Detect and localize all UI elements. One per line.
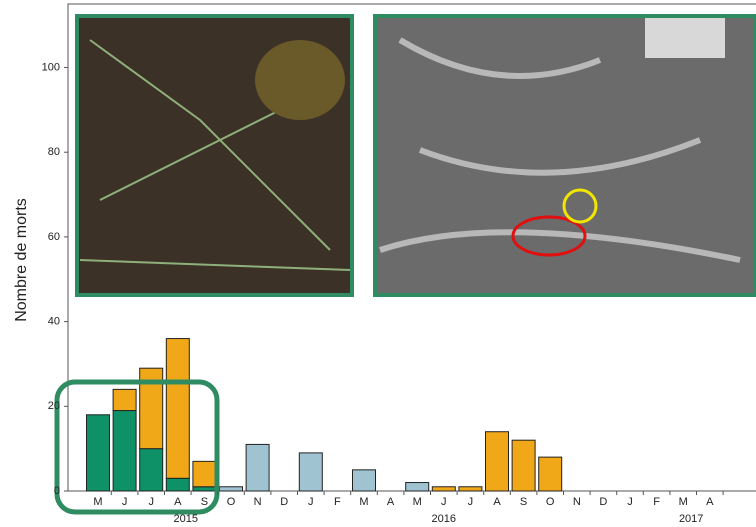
x-tick-label: J [308,496,314,508]
bar-segment [298,452,323,492]
x-tick-label: J [441,496,447,508]
highlight-box [54,379,220,515]
photo-right [373,14,756,297]
x-tick-label: F [653,496,660,508]
x-tick-label: D [280,496,288,508]
y-tick-label: 100 [42,61,60,73]
x-tick-label: O [227,496,236,508]
y-axis-label: Nombre de morts [13,198,30,322]
y-tick-label: 60 [48,231,60,243]
y-tick-label: 20 [48,400,60,412]
bar-segment [112,388,137,412]
x-tick-label: M [413,496,422,508]
x-tick-label: J [148,496,154,508]
bar-segment [485,431,509,492]
x-tick-label: A [174,496,182,508]
x-tick-label: S [201,496,208,508]
bar-segment [192,486,217,492]
x-tick-label: N [254,496,262,508]
x-tick-label: S [520,496,527,508]
bar-segment [112,410,137,492]
x-tick-label: D [599,496,607,508]
x-tick-label: J [468,496,474,508]
x-tick-label: J [627,496,633,508]
x-tick-label: A [387,496,395,508]
y-tick-label: 80 [48,146,60,158]
bar-segment [245,443,270,492]
bar-segment [352,469,376,492]
year-label: 2016 [432,513,456,525]
x-tick-label: A [493,496,501,508]
year-label: 2017 [679,513,703,525]
x-tick-label: O [546,496,555,508]
bar-segment [219,486,243,492]
x-tick-label: M [93,496,102,508]
x-tick-label: N [573,496,581,508]
bar-segment [139,448,164,492]
bar-segment [511,439,536,492]
bar-segment [139,367,164,450]
y-tick-label: 0 [54,485,60,497]
bar-segment [165,477,190,492]
photo-left [75,14,354,297]
bar-segment [458,486,483,492]
x-tick-label: J [122,496,128,508]
bar-segment [431,486,456,492]
bar-segment [86,414,110,492]
bar-segment [165,338,190,479]
x-tick-label: M [359,496,368,508]
x-tick-label: M [679,496,688,508]
bar-segment [405,482,430,492]
year-label: 2015 [174,513,198,525]
y-tick-label: 40 [48,316,60,328]
bar-segment [192,460,217,488]
bar-segment [538,456,563,492]
x-tick-label: F [334,496,341,508]
x-tick-label: A [706,496,714,508]
